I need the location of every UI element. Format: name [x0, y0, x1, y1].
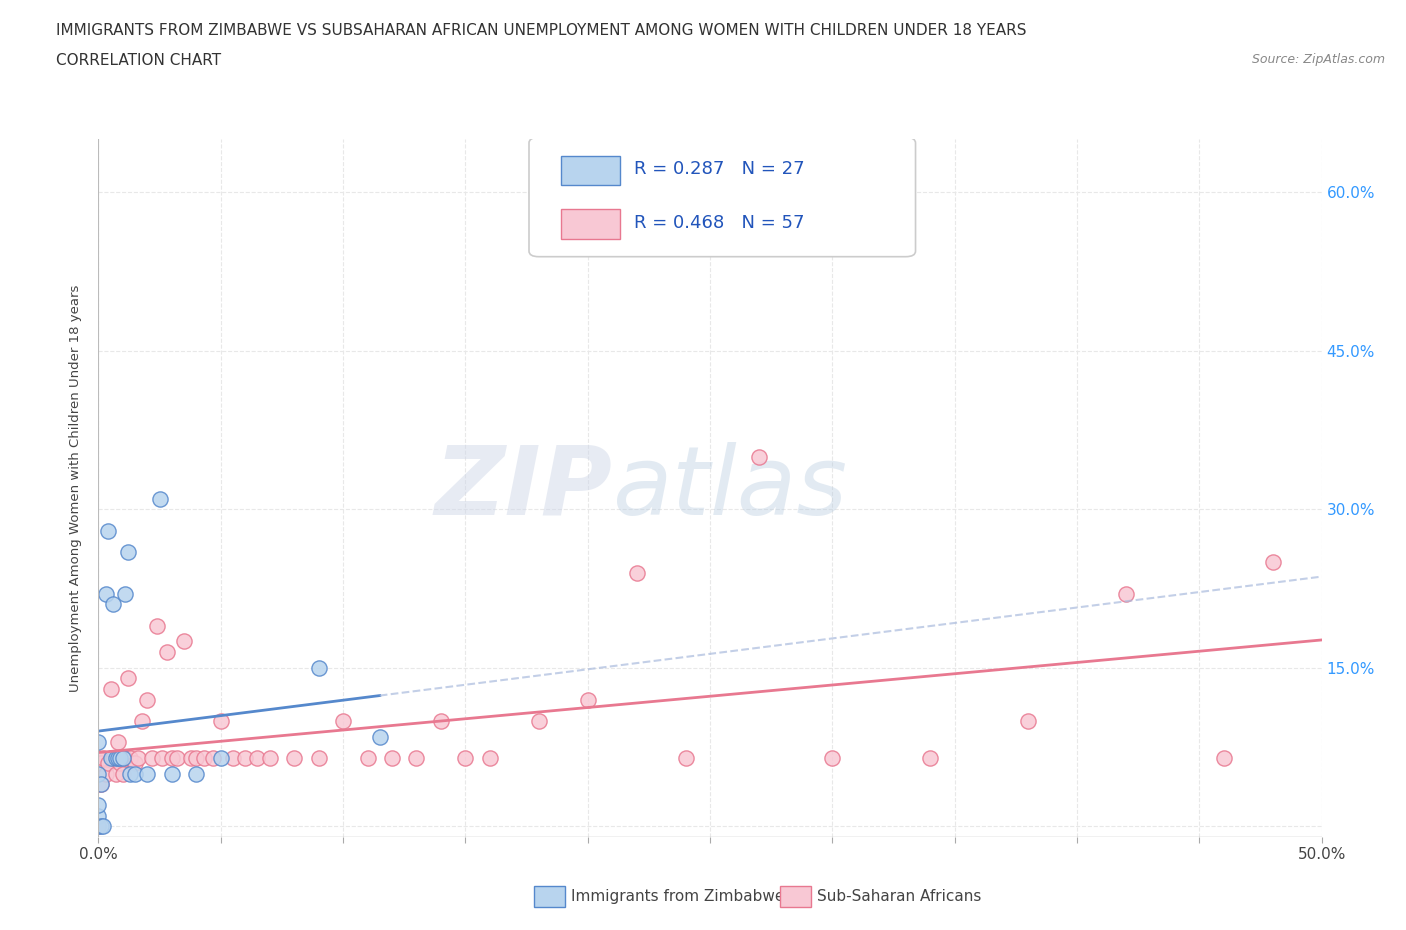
Point [104, 751, 127, 765]
Point [94, 766, 117, 781]
Point [576, 692, 599, 707]
Point [405, 751, 427, 765]
Point [90, 819, 112, 834]
Point [308, 660, 330, 675]
Point [1017, 713, 1039, 728]
Point [131, 713, 153, 728]
Point [186, 751, 208, 765]
Point [87, 766, 110, 781]
Point [136, 692, 159, 707]
Point [146, 618, 169, 633]
Point [114, 751, 136, 765]
Point [626, 565, 648, 580]
Point [120, 766, 142, 781]
Point [166, 751, 188, 765]
Bar [561, 155, 620, 185]
Point [1212, 751, 1234, 765]
Point [209, 713, 232, 728]
Point [114, 587, 136, 602]
Point [202, 751, 225, 765]
Point [259, 751, 281, 765]
Point [136, 766, 159, 781]
Point [87, 798, 110, 813]
Point [246, 751, 269, 765]
Point [120, 751, 142, 765]
Point [91, 751, 114, 765]
Point [283, 751, 305, 765]
Point [156, 644, 179, 659]
Point [209, 751, 232, 765]
Point [111, 766, 134, 781]
Text: CORRELATION CHART: CORRELATION CHART [56, 53, 221, 68]
Y-axis label: Unemployment Among Women with Children Under 18 years: Unemployment Among Women with Children U… [69, 285, 83, 692]
Point [87, 751, 110, 765]
Point [149, 491, 172, 506]
Point [87, 777, 110, 791]
Point [87, 819, 110, 834]
Point [124, 766, 146, 781]
Point [107, 735, 129, 750]
Point [117, 544, 139, 559]
Point [90, 777, 112, 791]
Point [90, 755, 112, 770]
Point [332, 713, 354, 728]
Point [91, 819, 114, 834]
Point [101, 597, 124, 612]
Point [381, 751, 404, 765]
Point [186, 766, 208, 781]
FancyBboxPatch shape [529, 138, 915, 257]
Point [87, 808, 110, 823]
Text: Immigrants from Zimbabwe: Immigrants from Zimbabwe [571, 889, 785, 904]
Point [110, 751, 132, 765]
Text: Sub-Saharan Africans: Sub-Saharan Africans [817, 889, 981, 904]
Point [478, 751, 501, 765]
Point [100, 751, 122, 765]
Point [1261, 555, 1284, 570]
Point [100, 682, 122, 697]
Point [150, 751, 173, 765]
Point [94, 587, 117, 602]
Point [160, 751, 183, 765]
Point [748, 449, 770, 464]
Bar [561, 209, 620, 239]
Point [222, 751, 245, 765]
Point [430, 713, 453, 728]
Point [675, 751, 697, 765]
Point [87, 735, 110, 750]
Point [527, 713, 550, 728]
Point [173, 634, 195, 649]
Point [160, 766, 183, 781]
Point [107, 751, 129, 765]
Point [454, 751, 477, 765]
Point [117, 671, 139, 686]
Point [308, 751, 330, 765]
Point [87, 819, 110, 834]
Text: ZIP: ZIP [434, 442, 612, 535]
Text: R = 0.287   N = 27: R = 0.287 N = 27 [634, 161, 804, 179]
Point [97, 523, 120, 538]
Point [124, 755, 146, 770]
Text: atlas: atlas [612, 442, 848, 535]
Text: R = 0.468   N = 57: R = 0.468 N = 57 [634, 214, 804, 232]
Point [180, 751, 202, 765]
Point [97, 755, 120, 770]
Point [356, 751, 378, 765]
Point [821, 751, 844, 765]
Point [233, 751, 256, 765]
Point [920, 751, 942, 765]
Point [104, 766, 127, 781]
Text: Source: ZipAtlas.com: Source: ZipAtlas.com [1251, 53, 1385, 66]
Point [111, 751, 134, 765]
Point [110, 755, 132, 770]
Point [127, 751, 149, 765]
Point [368, 729, 391, 744]
Point [101, 751, 124, 765]
Point [90, 777, 112, 791]
Text: IMMIGRANTS FROM ZIMBABWE VS SUBSAHARAN AFRICAN UNEMPLOYMENT AMONG WOMEN WITH CHI: IMMIGRANTS FROM ZIMBABWE VS SUBSAHARAN A… [56, 23, 1026, 38]
Point [1115, 587, 1137, 602]
Point [141, 751, 163, 765]
Point [193, 751, 215, 765]
